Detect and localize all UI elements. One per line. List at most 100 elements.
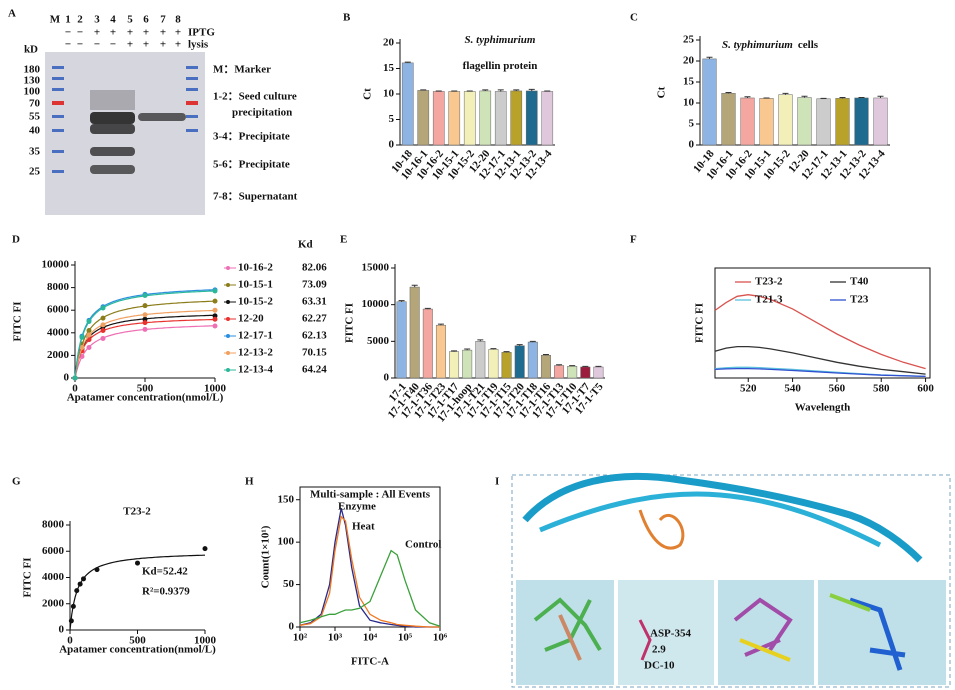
- x-tick-label: 560: [829, 383, 846, 395]
- data-point: [86, 337, 92, 343]
- bar: [759, 98, 774, 146]
- x-axis-label: Apatamer concentration(nmol/L): [67, 392, 224, 404]
- bar: [494, 91, 507, 146]
- error-bar: [477, 339, 484, 342]
- marker-label: 35: [29, 146, 41, 158]
- bar: [740, 97, 755, 146]
- panel-label: B: [343, 12, 351, 24]
- data-point: [100, 335, 106, 341]
- x-tick-label: 0: [67, 635, 73, 647]
- bar: [593, 366, 604, 379]
- structure-label: ASP-354: [650, 628, 691, 640]
- row-label: IPTG: [188, 27, 215, 39]
- panel-label: E: [340, 234, 347, 246]
- y-tick-label: 15: [383, 62, 395, 74]
- bar: [448, 91, 461, 146]
- series-line: [299, 515, 440, 628]
- series-label: Heat: [352, 521, 375, 533]
- chart-title: Multi-sample : All Events: [310, 489, 431, 501]
- panel-label: H: [245, 476, 254, 488]
- bar: [567, 366, 578, 379]
- bar: [854, 97, 869, 146]
- marker-label: 55: [29, 111, 41, 123]
- y-tick-label: 15: [683, 76, 695, 88]
- chart-title: T23-2: [123, 506, 151, 518]
- structure-label: DC-10: [644, 660, 675, 672]
- error-bar: [528, 88, 535, 91]
- unit-label: kD: [24, 44, 38, 56]
- x-tick-label: 500: [129, 635, 146, 647]
- x-tick-label: 500: [137, 383, 154, 395]
- y-tick-label: 4000: [42, 571, 65, 583]
- lane-sign: +: [127, 27, 133, 39]
- legend-swatch: [226, 317, 230, 321]
- legend-label: 12-20: [238, 313, 264, 325]
- bar: [488, 349, 499, 379]
- lane-sign: −: [94, 39, 100, 51]
- bar: [514, 345, 525, 379]
- gel-legend: 3-4：Precipitate: [213, 131, 290, 143]
- lane-sign: −: [110, 39, 116, 51]
- legend-kd: 82.06: [302, 262, 327, 274]
- error-bar: [464, 348, 471, 351]
- data-point: [135, 560, 140, 566]
- lane-label: 7: [160, 14, 166, 26]
- lane-sign: +: [160, 27, 166, 39]
- legend-label: T23: [850, 294, 869, 306]
- error-bar: [497, 89, 504, 92]
- legend-label: T40: [850, 276, 869, 288]
- bar: [554, 365, 565, 379]
- legend-swatch: [226, 266, 230, 270]
- x-tick-label: 0: [72, 383, 78, 395]
- bar: [462, 349, 473, 379]
- data-point: [212, 316, 218, 322]
- bar: [580, 366, 591, 379]
- data-point: [79, 344, 85, 350]
- error-bar: [398, 300, 405, 302]
- marker-label: 70: [29, 98, 41, 110]
- error-bar: [503, 351, 510, 353]
- gel-bands: [52, 66, 198, 174]
- y-tick-label: 10: [683, 97, 695, 109]
- data-point: [79, 354, 85, 360]
- lane-sign: +: [175, 27, 181, 39]
- legend-swatch: [226, 300, 230, 304]
- bar: [417, 90, 430, 146]
- data-point: [79, 334, 85, 340]
- data-point: [100, 305, 106, 311]
- legend-swatch: [226, 334, 230, 338]
- error-bar: [490, 348, 497, 350]
- lane-label: M: [50, 14, 61, 26]
- y-tick-label: 6000: [42, 545, 65, 557]
- marker-label: 100: [24, 86, 41, 98]
- y-tick-label: 20: [683, 55, 695, 67]
- legend-kd: 62.13: [302, 330, 327, 342]
- y-tick-label: 0: [289, 621, 295, 633]
- panel-label: C: [630, 12, 638, 24]
- subtitle: flagellin protein: [463, 60, 538, 72]
- bar: [873, 97, 888, 146]
- y-tick-label: 0: [389, 139, 395, 151]
- y-tick-label: 8000: [47, 281, 70, 293]
- error-bar: [513, 89, 520, 91]
- error-bar: [451, 90, 458, 92]
- data-point: [68, 618, 74, 624]
- legend-kd: 73.09: [302, 279, 327, 291]
- y-axis-label: FITC FI: [344, 303, 356, 343]
- marker-label: 130: [24, 75, 41, 87]
- chart-title: S. typhimurium cells: [722, 39, 819, 51]
- y-tick-label: 2000: [47, 349, 70, 361]
- x-tick-label: 540: [784, 383, 801, 395]
- title-italic: S. typhimurium: [722, 39, 793, 51]
- x-tick-label: 1000: [204, 383, 227, 395]
- error-bar: [744, 96, 751, 98]
- data-point: [77, 581, 83, 587]
- row-label: lysis: [188, 39, 209, 51]
- data-point: [212, 323, 218, 329]
- error-bar: [404, 61, 411, 63]
- data-point: [86, 319, 92, 324]
- legend-label: 12-17-1: [238, 330, 273, 342]
- y-axis-label: FITC FI: [12, 301, 24, 341]
